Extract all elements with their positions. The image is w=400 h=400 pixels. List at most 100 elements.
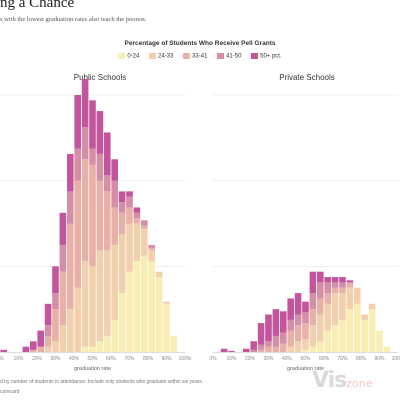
private-bar-segment	[324, 303, 331, 331]
public-bar-segment	[59, 325, 67, 352]
private-bar-segment	[317, 341, 324, 352]
private-bar-segment	[228, 350, 235, 352]
public-bar-segment	[22, 346, 30, 352]
private-bar-segment	[368, 309, 376, 352]
public-bar-segment	[104, 335, 111, 352]
public-bar-segment	[67, 309, 74, 352]
public-x-tick-label: 80%	[143, 356, 154, 362]
source-note: corecard	[0, 389, 20, 395]
private-bar-segment	[317, 298, 324, 315]
private-bar-segment	[339, 319, 346, 352]
private-bar-segment	[309, 271, 317, 294]
private-bar-segment	[361, 314, 368, 320]
public-bar-segment	[111, 159, 118, 181]
public-bar-segment	[155, 277, 163, 352]
private-bar-segment	[265, 341, 272, 347]
private-bar-segment	[280, 343, 287, 352]
public-bar-segment	[111, 207, 118, 245]
public-bar-segment	[81, 127, 89, 160]
public-bar-segment	[118, 212, 126, 235]
legend-item-33-41: 33-41	[183, 53, 207, 60]
legend-title: Percentage of Students Who Receive Pell …	[124, 40, 276, 47]
public-bar-segment	[126, 191, 133, 197]
public-bar-segment	[126, 271, 133, 352]
public-x-axis-label: graduation rate	[74, 366, 111, 372]
private-bar-segment	[257, 344, 265, 350]
public-bar-segment	[141, 225, 148, 229]
public-bar-segment	[44, 346, 52, 352]
private-bar-segment	[324, 293, 331, 304]
public-x-tick-label: 40%	[69, 356, 80, 362]
public-bar-segment	[104, 175, 111, 192]
public-bar-segment	[89, 266, 96, 347]
legend-label: 41-50	[226, 53, 242, 60]
public-bar-segment	[52, 309, 59, 342]
private-bar-segment	[302, 312, 309, 324]
watermark-main: Vis	[312, 368, 347, 393]
private-bar-segment	[331, 277, 339, 283]
private-bar-segment	[294, 314, 302, 326]
legend-label: 24-33	[158, 53, 174, 60]
private-bar-segment	[272, 309, 280, 336]
public-bar-segment	[74, 95, 81, 149]
public-bar-segment	[67, 153, 74, 192]
private-bar-segment	[302, 323, 309, 340]
private-bar-segment	[383, 346, 391, 352]
public-bar-segment	[118, 202, 126, 213]
private-bar-segment	[331, 325, 339, 352]
legend-swatch	[118, 53, 126, 59]
private-bar-segment	[280, 311, 287, 333]
public-x-tick-label: 30%	[50, 356, 61, 362]
legend-swatch	[149, 53, 157, 59]
private-bar-segment	[339, 277, 346, 283]
private-bar-segment	[339, 293, 346, 320]
private-x-tick-label: 100%	[392, 356, 400, 362]
public-bar-segment	[89, 346, 96, 352]
private-bar-segment	[272, 335, 280, 347]
public-bar-segment	[81, 346, 89, 352]
private-bar-segment	[294, 293, 302, 315]
private-x-tick-label: 20%	[245, 356, 256, 362]
watermark-accent: zone	[346, 377, 373, 390]
private-bar-segment	[354, 303, 361, 352]
private-bar-segment	[309, 309, 317, 326]
public-x-tick-label: 60%	[106, 356, 117, 362]
public-x-tick-label: 10%	[13, 356, 24, 362]
public-bar-segment	[96, 153, 104, 181]
public-x-tick-label: 70%	[124, 356, 135, 362]
private-x-tick-label: 30%	[263, 356, 274, 362]
private-bar-segment	[250, 349, 257, 352]
public-x-tick-label: 100%	[179, 356, 192, 362]
public-bar-segment	[133, 218, 141, 224]
private-bar-segment	[287, 298, 294, 320]
private-bar-segment	[287, 319, 294, 331]
private-bar-segment	[324, 277, 331, 283]
public-bar-segment	[148, 248, 155, 251]
private-bar-segment	[243, 348, 250, 352]
private-x-axis-label: graduation rate	[287, 366, 324, 372]
private-bar-segment	[280, 332, 287, 344]
private-bar-segment	[302, 349, 309, 352]
private-bar-segment	[287, 346, 294, 352]
private-bar-segment	[346, 309, 354, 352]
public-bar-segment	[59, 271, 67, 326]
public-bar-segment	[118, 293, 126, 352]
private-bar-segment	[220, 348, 228, 352]
legend-item-41-50: 41-50	[217, 53, 241, 60]
legend-label: 33-41	[192, 53, 208, 60]
public-bar-segment	[118, 191, 126, 203]
private-bar-segment	[368, 303, 376, 310]
public-bar-segment	[111, 244, 118, 320]
public-bar-segment	[30, 349, 37, 352]
private-bar-segment	[309, 325, 317, 347]
public-bar-segment	[44, 335, 52, 347]
public-bar-segment	[44, 325, 52, 336]
public-bar-segment	[163, 301, 170, 304]
private-bar-segment	[257, 323, 265, 345]
private-x-tick-label: 60%	[319, 356, 330, 362]
public-x-tick-label: 90%	[161, 356, 172, 362]
public-bar-segment	[148, 244, 155, 249]
private-bar-segment	[272, 346, 280, 352]
legend: 0-24 24-33 33-41 41-50 50+ pct.	[0, 53, 400, 60]
public-bar-segment	[30, 341, 37, 350]
